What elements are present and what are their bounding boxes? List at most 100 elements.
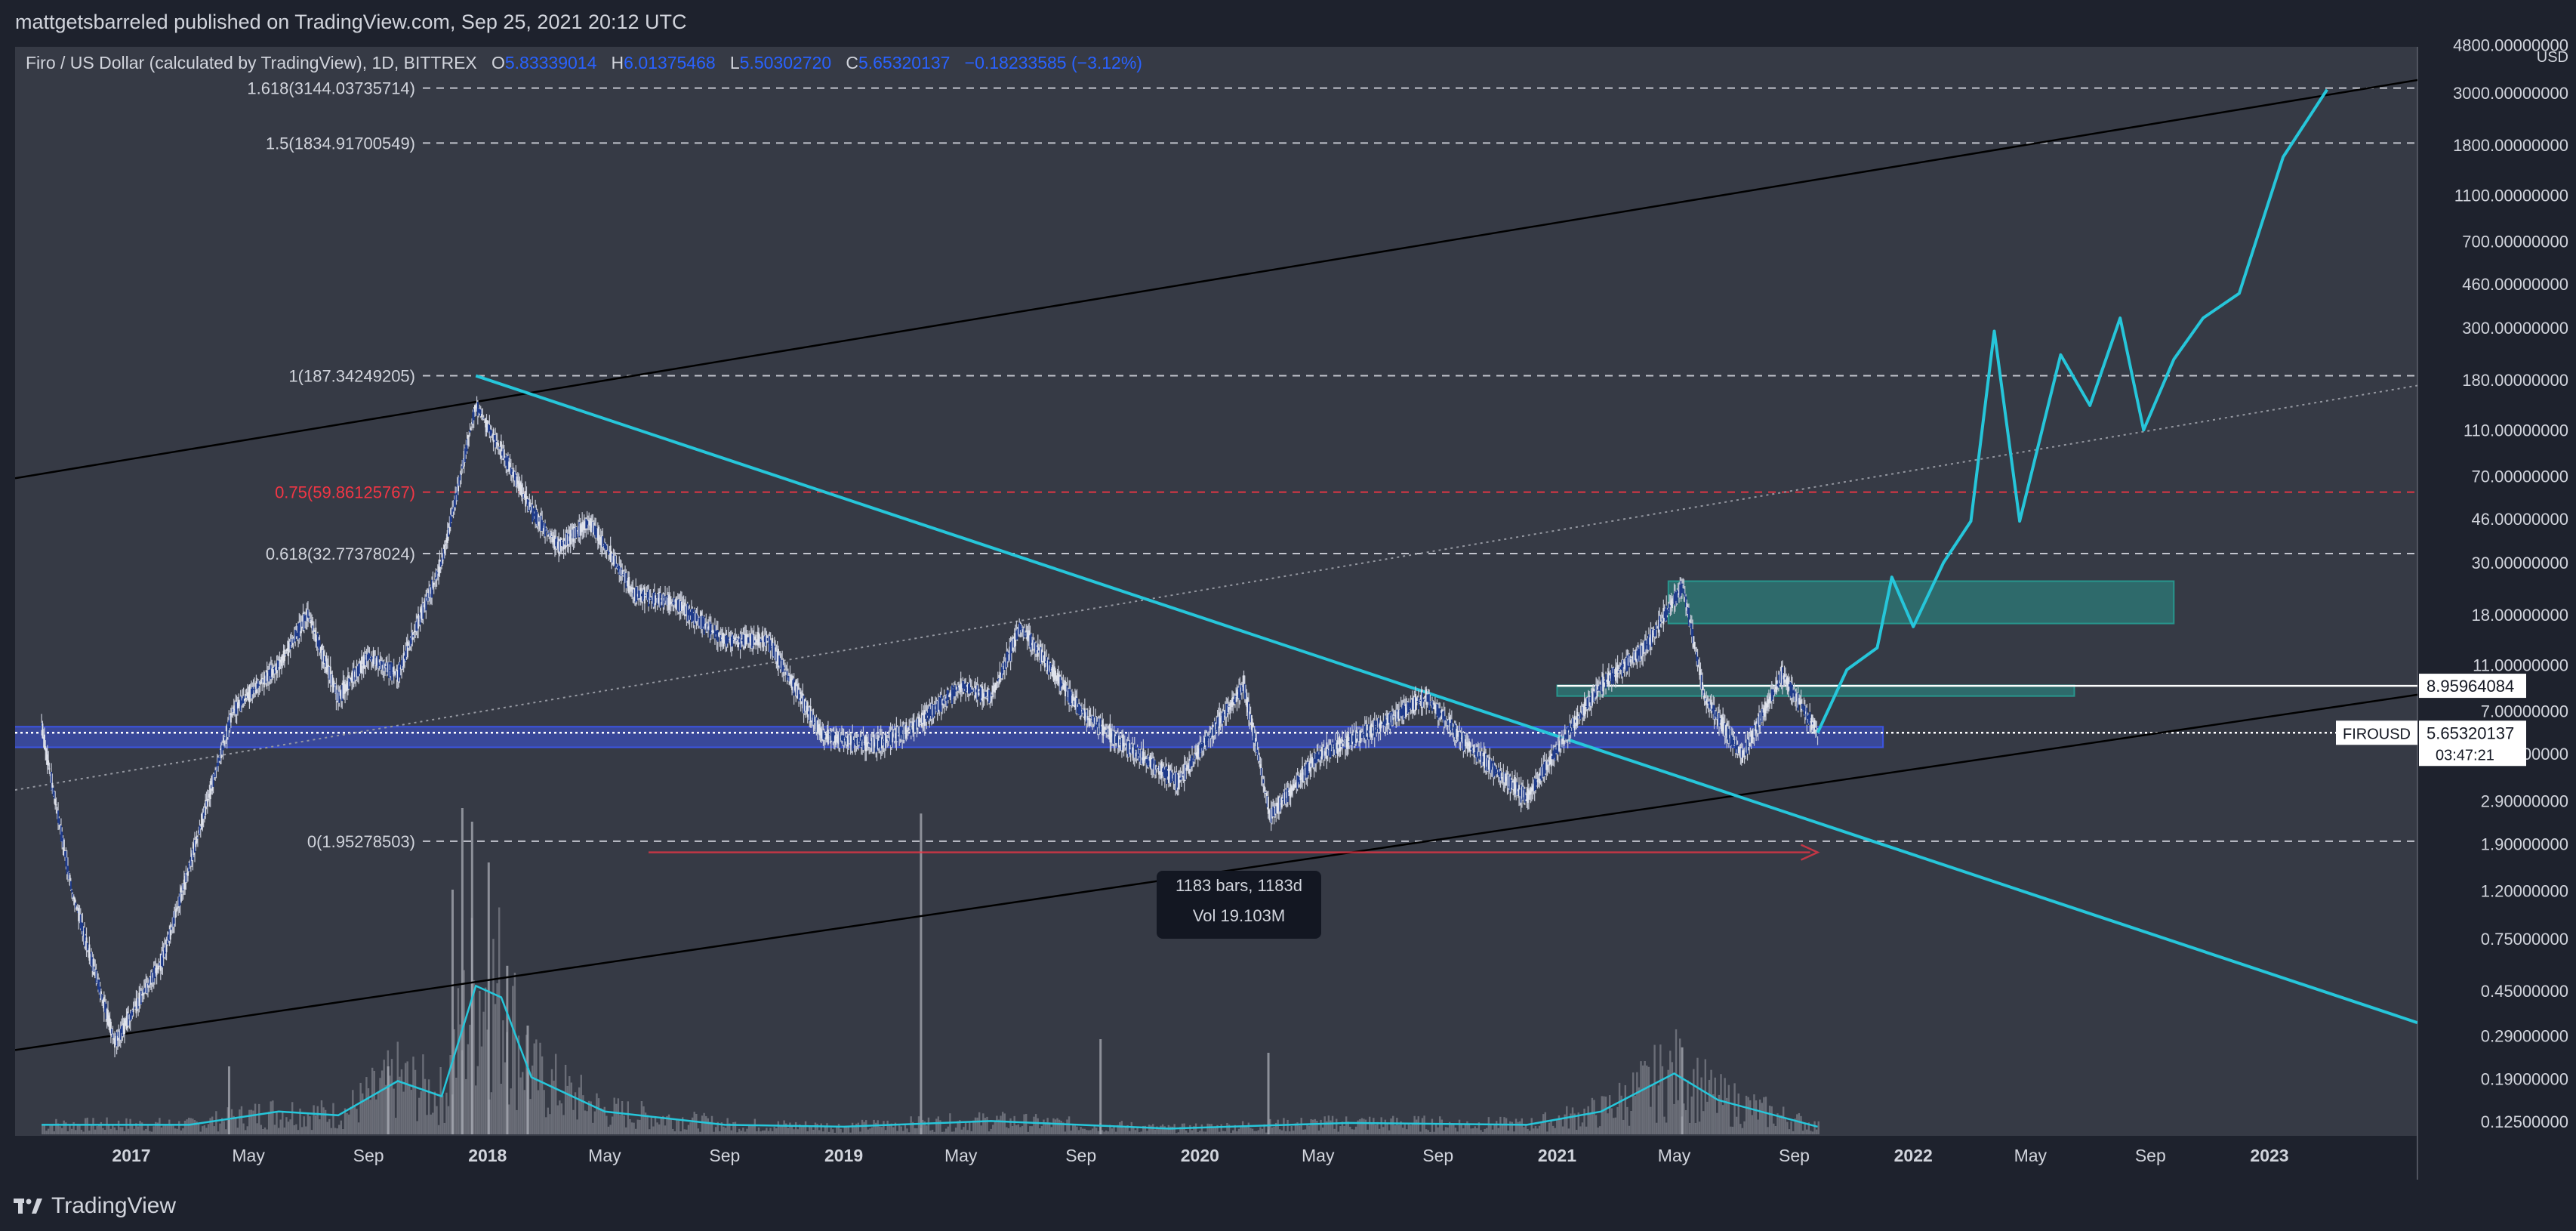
candle-body (1587, 696, 1589, 708)
candle-body (420, 608, 422, 619)
candle-body (904, 726, 907, 735)
volume-bar (1589, 1113, 1592, 1134)
x-tick-label: Sep (353, 1146, 384, 1165)
volume-bar (375, 1099, 377, 1134)
candle-body (1552, 750, 1555, 760)
volume-bar (1380, 1117, 1382, 1134)
candle-body (1752, 730, 1755, 739)
y-tick-label: 70.00000000 (2472, 467, 2568, 486)
candle-body (513, 470, 515, 482)
candle-body (1273, 807, 1275, 817)
volume-bar (500, 1084, 502, 1134)
candle-body (496, 442, 498, 445)
candle-body (1320, 751, 1322, 757)
volume-bar (1710, 1069, 1712, 1134)
candle-body (331, 674, 334, 686)
volume-bar (1503, 1117, 1505, 1134)
candle-body (304, 615, 307, 622)
candle-body (258, 683, 260, 686)
candle-body (892, 734, 895, 737)
candle-body (784, 670, 787, 672)
candle-body (362, 655, 365, 669)
volume-bar (207, 1124, 210, 1134)
candle-body (522, 493, 524, 495)
candle-body (458, 483, 460, 492)
candle-body (1572, 718, 1574, 733)
plot-area[interactable] (15, 47, 2417, 1136)
top-bar: mattgetsbarreled published on TradingVie… (0, 0, 2576, 47)
candle-body (1015, 630, 1018, 640)
volume-bar (1764, 1097, 1767, 1134)
volume-bar (113, 1127, 116, 1134)
candle-body (612, 556, 615, 565)
candle-body (1395, 711, 1397, 721)
candle-body (1702, 690, 1705, 696)
volume-bar (1476, 1128, 1478, 1134)
candle-body (833, 732, 835, 741)
volume-bar (693, 1112, 695, 1134)
candle-body (1223, 714, 1225, 716)
time-axis-area[interactable] (15, 1136, 2417, 1180)
candle-body (372, 650, 374, 667)
candle-body (1502, 776, 1504, 777)
candle-body (1666, 609, 1669, 616)
candle-body (445, 538, 448, 543)
volume-bar (287, 1121, 290, 1134)
volume-bar (957, 1121, 959, 1134)
candle-body (235, 702, 237, 714)
price-zone (15, 726, 1884, 748)
candle-body (439, 559, 441, 574)
volume-bar (310, 1130, 313, 1134)
volume-bar (629, 1118, 631, 1134)
volume-bar (1433, 1131, 1435, 1134)
candle-body (1710, 699, 1712, 714)
candle-body (329, 666, 331, 683)
candle-body (253, 686, 255, 693)
candle-body (1678, 590, 1681, 595)
candle-body (1434, 704, 1436, 714)
volume-bar (1667, 1069, 1669, 1134)
candle-body (1079, 705, 1081, 716)
candle-body (414, 630, 417, 633)
candle-body (1373, 720, 1376, 738)
high-label: H (611, 53, 624, 73)
candle-body (679, 600, 681, 611)
candle-body (1583, 702, 1585, 717)
candle-body (1727, 728, 1730, 743)
candle-body (396, 670, 399, 682)
volume-bar (1800, 1115, 1802, 1134)
candle-body (1431, 700, 1433, 711)
candle-body (916, 718, 918, 730)
volume-bar (1191, 1130, 1194, 1134)
candle-body (1266, 796, 1268, 807)
candle-body (1182, 773, 1184, 778)
candle-body (54, 798, 57, 806)
candle-body (1069, 689, 1071, 705)
volume-bar (1283, 1118, 1285, 1134)
candle-body (1543, 761, 1545, 776)
candle-body (233, 705, 235, 714)
price-axis-area[interactable] (2417, 47, 2576, 1136)
volume-bar (1585, 1126, 1588, 1134)
volume-bar (70, 1128, 73, 1134)
candle-body (102, 999, 104, 1004)
y-tick-label: 7.00000000 (2481, 702, 2568, 720)
candle-body (1742, 750, 1744, 764)
candle-body (1329, 745, 1331, 757)
volume-bar (851, 1122, 854, 1134)
candle-body (646, 593, 648, 598)
volume-bar (209, 1118, 211, 1134)
high-value: 6.01375468 (624, 53, 716, 73)
candle-body (969, 687, 972, 693)
volume-bar (1684, 1109, 1687, 1134)
candle-body (859, 740, 861, 747)
candle-body (193, 843, 195, 856)
candle-body (263, 671, 265, 688)
candle-body (142, 992, 144, 996)
tradingview-brand[interactable]: TradingView (14, 1193, 176, 1219)
candle-body (282, 650, 285, 663)
volume-bar (1776, 1113, 1779, 1134)
candle-body (128, 1013, 130, 1026)
candle-body (433, 580, 436, 582)
